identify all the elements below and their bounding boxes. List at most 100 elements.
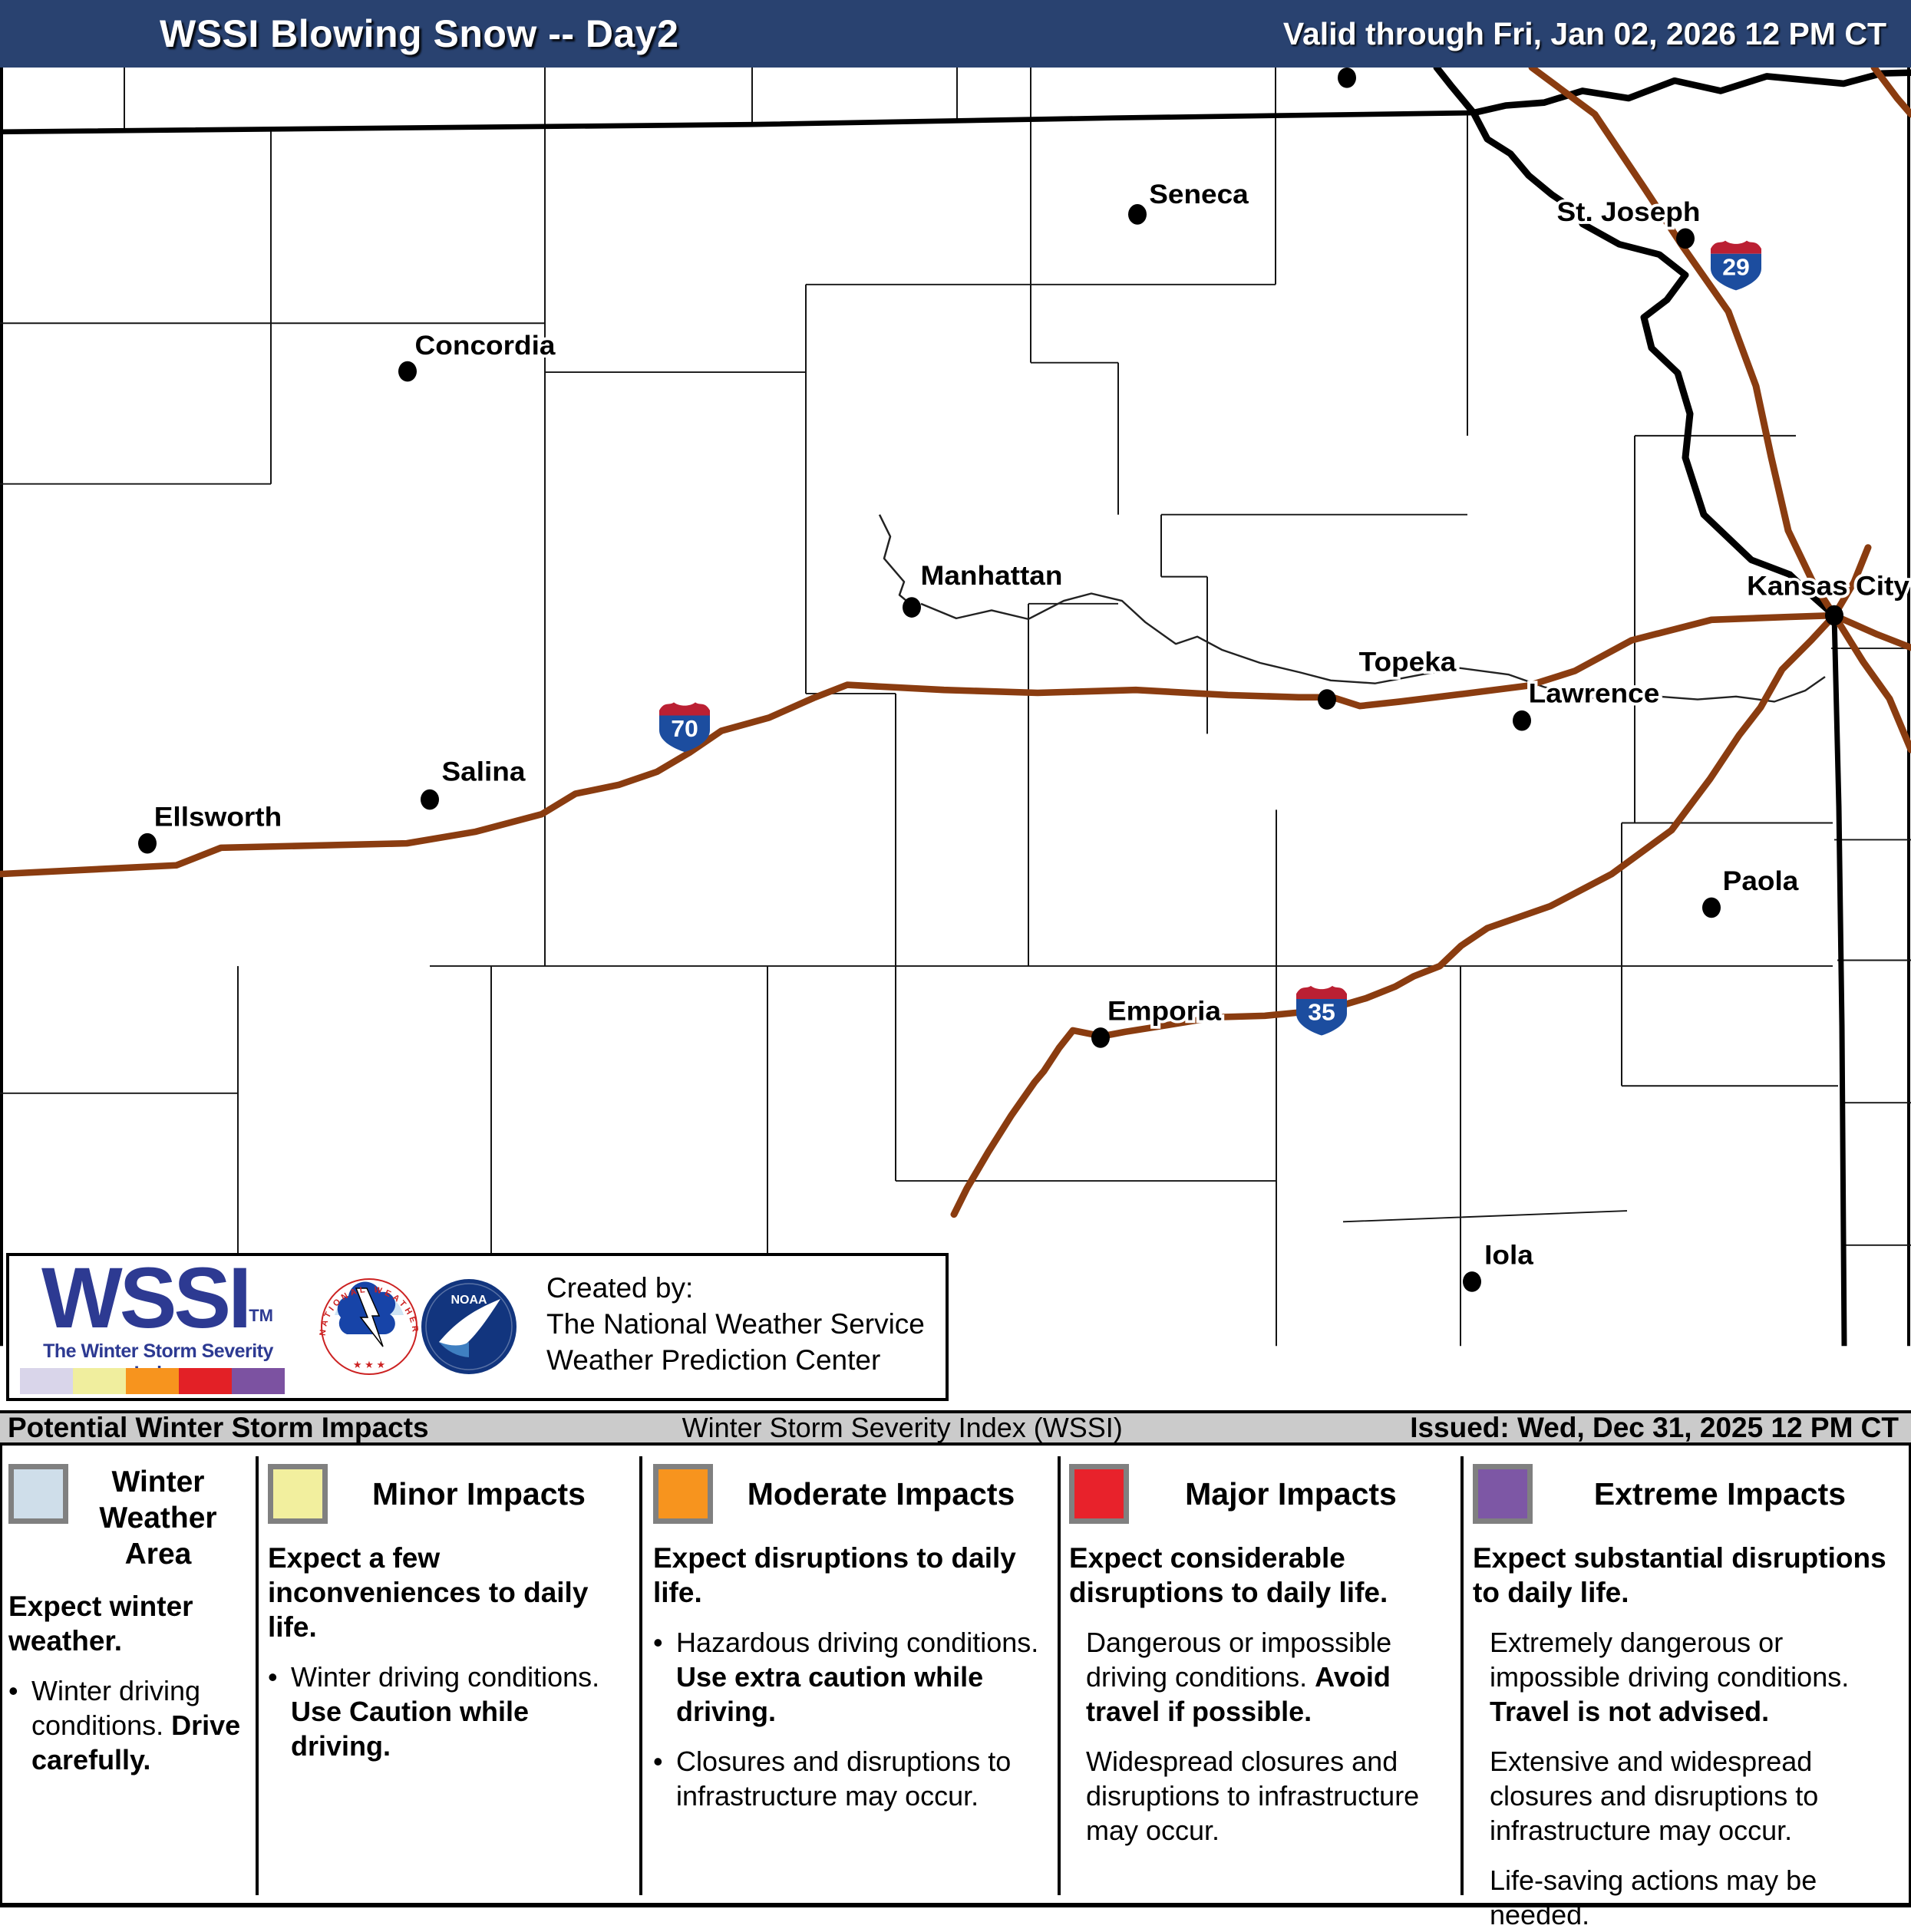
map-canvas: 29 70 35 Seneca St. Joseph Concordia Man… — [0, 68, 1911, 1347]
legend-col-major: Major Impacts Expect considerable disrup… — [1069, 1446, 1453, 1848]
page-title: WSSI Blowing Snow -- Day2 — [160, 12, 679, 55]
legend-paragraph: Extremely dangerous or impossible drivin… — [1490, 1627, 1850, 1727]
map-border — [0, 68, 1910, 1347]
city-label: Iola — [1484, 1239, 1534, 1270]
strip-moderate — [126, 1368, 179, 1394]
missouri-river — [1433, 68, 1838, 619]
issued-label: Issued: Wed, Dec 31, 2025 12 PM CT — [1410, 1412, 1899, 1443]
interstate-29-road — [1528, 68, 1838, 619]
interstate-70-shield: 70 — [659, 702, 710, 753]
city-dot-paola — [1702, 897, 1721, 918]
trademark: TM — [249, 1306, 273, 1325]
legend-paragraph: Life-saving actions may be needed. — [1490, 1864, 1817, 1930]
valid-through-label: Valid through Fri, Jan 02, 2026 12 PM CT — [1282, 15, 1886, 51]
city-dot-seneca — [1128, 204, 1147, 225]
legend-item: • Hazardous driving conditions. Use extr… — [653, 1627, 1039, 1727]
county-lines — [0, 68, 1911, 1347]
city-label: Kansas City — [1747, 570, 1909, 601]
city-dot-st-joseph — [1676, 228, 1695, 249]
weather-map: 29 70 35 Seneca St. Joseph Concordia Man… — [0, 68, 1911, 1410]
legend-col-extreme: Extreme Impacts Expect substantial disru… — [1473, 1446, 1907, 1932]
city-label: Concordia — [415, 330, 556, 361]
noaa-text: NOAA — [451, 1294, 487, 1307]
legend-swatch-major — [1069, 1464, 1129, 1524]
legend-paragraph: Dangerous or impossible driving conditio… — [1086, 1627, 1392, 1727]
interstate-70-road — [0, 612, 1838, 878]
highway-corner — [1870, 68, 1911, 118]
org-line2: Weather Prediction Center — [546, 1344, 881, 1376]
city-label: Seneca — [1149, 179, 1249, 209]
legend-item: • Winter driving conditions. Drive caref… — [8, 1675, 241, 1775]
legend-item: • Closures and disruptions to infrastruc… — [653, 1746, 1012, 1812]
legend-paragraph: Widespread closures and disruptions to i… — [1086, 1746, 1420, 1846]
created-by-block: Created by: The National Weather Service… — [546, 1270, 925, 1378]
strip-extreme — [232, 1368, 285, 1394]
legend-title-moderate: Moderate Impacts — [747, 1476, 1015, 1512]
city-dot-emporia — [1091, 1027, 1110, 1048]
highway-southeast — [1830, 612, 1911, 753]
legend-swatch-extreme — [1473, 1464, 1533, 1524]
highway-east — [1830, 612, 1911, 651]
legend-lead: Expect disruptions to daily life. — [653, 1542, 1016, 1608]
city-dot-lawrence — [1513, 710, 1531, 731]
city-label: Salina — [442, 756, 526, 786]
logo-attribution-box: WSSITM The Winter Storm Severity Index N… — [6, 1253, 949, 1401]
legend-title-winter: Winter Weather Area — [99, 1465, 217, 1571]
city-dot-ellsworth — [138, 832, 157, 854]
city-dot-salina — [421, 789, 439, 810]
legend-title-extreme: Extreme Impacts — [1593, 1476, 1847, 1512]
legend-col-minor: Minor Impacts Expect a few inconvenience… — [268, 1446, 630, 1763]
legend-item: • Winter driving conditions. Use Caution… — [268, 1661, 600, 1762]
city-label: Manhattan — [921, 560, 1063, 591]
nws-logo-icon: NATIONAL WEATHER SERVICE ★ ★ ★ — [9, 1256, 418, 1375]
shield-number: 70 — [671, 716, 698, 742]
impacts-legend: Winter Weather Area Expect winter weathe… — [0, 1446, 1911, 1930]
shield-number: 35 — [1308, 999, 1335, 1025]
legend-lead: Expect a few inconveniences to daily lif… — [268, 1542, 589, 1643]
city-label: Emporia — [1107, 995, 1222, 1026]
city-dot-kansas-city — [1825, 605, 1843, 626]
city-label: Paola — [1723, 865, 1800, 896]
strip-winter — [20, 1368, 73, 1394]
created-by-label: Created by: — [546, 1272, 694, 1304]
strip-minor — [73, 1368, 126, 1394]
legend-divider — [639, 1456, 642, 1895]
interstate-35-road — [950, 612, 1838, 1218]
kansas-river — [878, 514, 1826, 703]
missouri-border — [1831, 615, 1847, 1347]
legend-swatch-moderate — [653, 1464, 713, 1524]
org-line1: The National Weather Service — [546, 1308, 925, 1340]
nws-stars: ★ ★ ★ — [353, 1359, 385, 1370]
nebraska-border — [0, 110, 1474, 135]
highway-northeast — [1830, 544, 1872, 619]
title-bar: WSSI Blowing Snow -- Day2 Valid through … — [0, 0, 1911, 68]
wssi-subtitle: Winter Storm Severity Index (WSSI) — [682, 1412, 1123, 1443]
city-label: Topeka — [1359, 646, 1457, 677]
agency-logos: NATIONAL WEATHER SERVICE ★ ★ ★ NOAA — [9, 1256, 517, 1375]
legend-swatch-minor — [268, 1464, 328, 1524]
city-dot-topeka — [1318, 689, 1336, 710]
legend-title-major: Major Impacts — [1185, 1476, 1397, 1512]
interstate-29-shield: 29 — [1711, 240, 1761, 291]
legend-title-minor: Minor Impacts — [372, 1476, 586, 1512]
city-dot-iola — [1463, 1271, 1481, 1292]
city-label: Ellsworth — [154, 801, 282, 832]
legend-paragraph: Extensive and widespread closures and di… — [1490, 1746, 1819, 1846]
city-dot-concordia — [398, 361, 417, 382]
wssi-logo-text: WSSITM — [41, 1250, 273, 1346]
shield-number: 29 — [1722, 254, 1750, 280]
city-dot-manhattan — [903, 597, 921, 618]
noaa-logo-icon: NOAA — [421, 1279, 517, 1374]
missouri-river-upper — [1470, 69, 1911, 117]
strip-major — [179, 1368, 232, 1394]
impacts-title-bar: Potential Winter Storm Impacts Winter St… — [0, 1410, 1911, 1446]
legend-col-winter-weather: Winter Weather Area Expect winter weathe… — [8, 1446, 248, 1777]
wssi-severity-strip — [20, 1368, 285, 1394]
impacts-title: Potential Winter Storm Impacts — [8, 1412, 429, 1443]
legend-lead: Expect winter weather. — [8, 1591, 193, 1657]
legend-swatch-winter — [8, 1464, 68, 1524]
city-dot-unlabeled — [1338, 68, 1356, 88]
legend-divider — [1058, 1456, 1061, 1895]
legend-col-moderate: Moderate Impacts Expect disruptions to d… — [653, 1446, 1049, 1813]
city-label: St. Joseph — [1556, 196, 1700, 227]
